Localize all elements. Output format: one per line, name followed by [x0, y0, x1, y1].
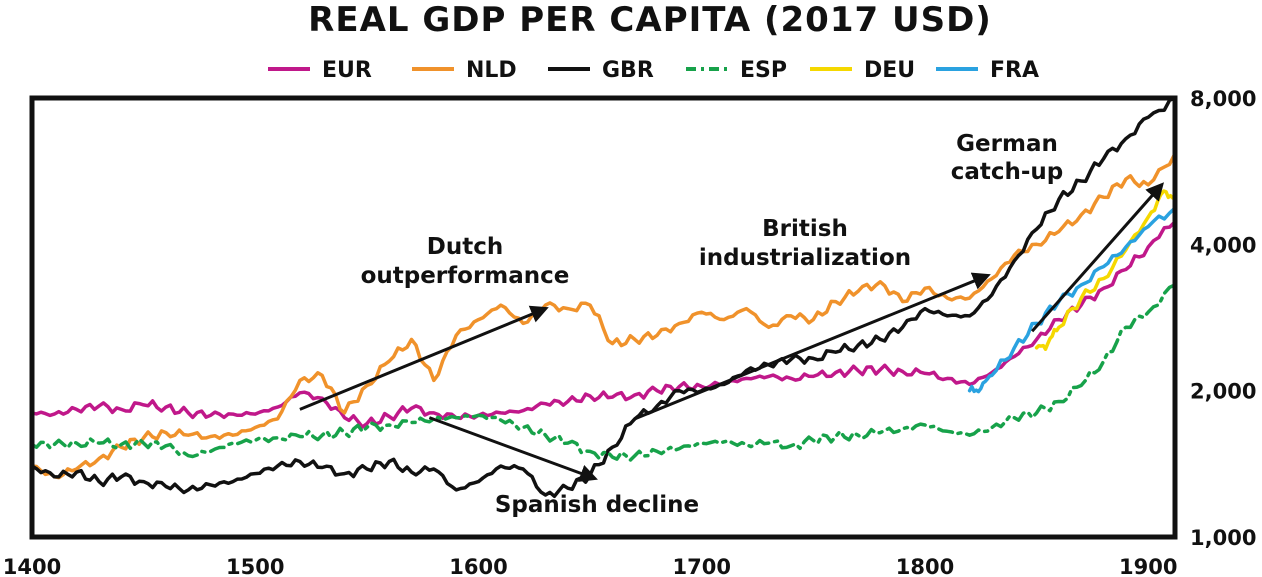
- x-tick-label-1500: 1500: [226, 555, 284, 577]
- annotation-label: British industrialization: [699, 216, 911, 271]
- annotation-label: German catch-up: [951, 131, 1064, 185]
- x-tick-label-1900: 1900: [1119, 555, 1177, 577]
- x-tick-label-1800: 1800: [896, 555, 954, 577]
- annotation-arrow: [299, 305, 549, 411]
- legend-item-deu: DEU: [810, 58, 915, 83]
- annotation-group: Dutch outperformance British industrializat…: [299, 131, 1164, 518]
- series-line-nld: [32, 151, 1175, 480]
- x-tick-label-1600: 1600: [449, 555, 507, 577]
- series-line-gbr: [32, 98, 1175, 499]
- y-tick-label-8000: 8,000: [1190, 87, 1256, 111]
- annotation-4: Spanish decline: [428, 416, 699, 518]
- legend-item-eur: EUR: [268, 58, 372, 83]
- plot-frame: [29, 95, 1178, 540]
- series-line-eur: [32, 220, 1175, 429]
- legend-item-gbr: GBR: [548, 58, 654, 83]
- chart-title: REAL GDP PER CAPITA (2017 USD): [308, 0, 992, 40]
- legend-item-nld: NLD: [412, 58, 517, 83]
- y-tick-label-1000: 1,000: [1190, 526, 1256, 550]
- legend-label-gbr: GBR: [602, 58, 654, 83]
- legend-label-eur: EUR: [322, 58, 372, 83]
- y-axis: 1,000 2,000 4,000 8,000: [1190, 87, 1256, 550]
- legend-label-fra: FRA: [990, 58, 1039, 83]
- legend-label-nld: NLD: [466, 58, 517, 83]
- annotation-label: Dutch outperformance: [361, 234, 570, 289]
- legend-item-fra: FRA: [936, 58, 1039, 83]
- annotation-3: German catch-up: [951, 131, 1164, 333]
- annotation-2: British industrialization: [634, 216, 991, 421]
- annotation-1: Dutch outperformance: [299, 234, 570, 411]
- legend-item-esp: ESP: [686, 58, 787, 83]
- series-line-esp: [32, 283, 1175, 462]
- annotation-arrow: [634, 272, 991, 421]
- y-tick-label-2000: 2,000: [1190, 380, 1256, 404]
- legend-label-esp: ESP: [740, 58, 787, 83]
- x-tick-label-1700: 1700: [673, 555, 731, 577]
- x-tick-label-1400: 1400: [3, 555, 61, 577]
- series-line-fra: [967, 206, 1175, 394]
- annotation-arrow: [428, 416, 598, 482]
- legend: EUR NLD GBR ESP DEU FRA: [268, 58, 1039, 83]
- y-tick-label-4000: 4,000: [1190, 233, 1256, 257]
- annotation-arrow: [1031, 182, 1164, 333]
- series-line-deu: [1034, 189, 1175, 351]
- legend-label-deu: DEU: [864, 58, 915, 83]
- series-group: [32, 98, 1175, 499]
- annotation-label: Spanish decline: [495, 492, 699, 518]
- x-axis: 1400 1500 1600 1700 1800 1900: [3, 555, 1178, 577]
